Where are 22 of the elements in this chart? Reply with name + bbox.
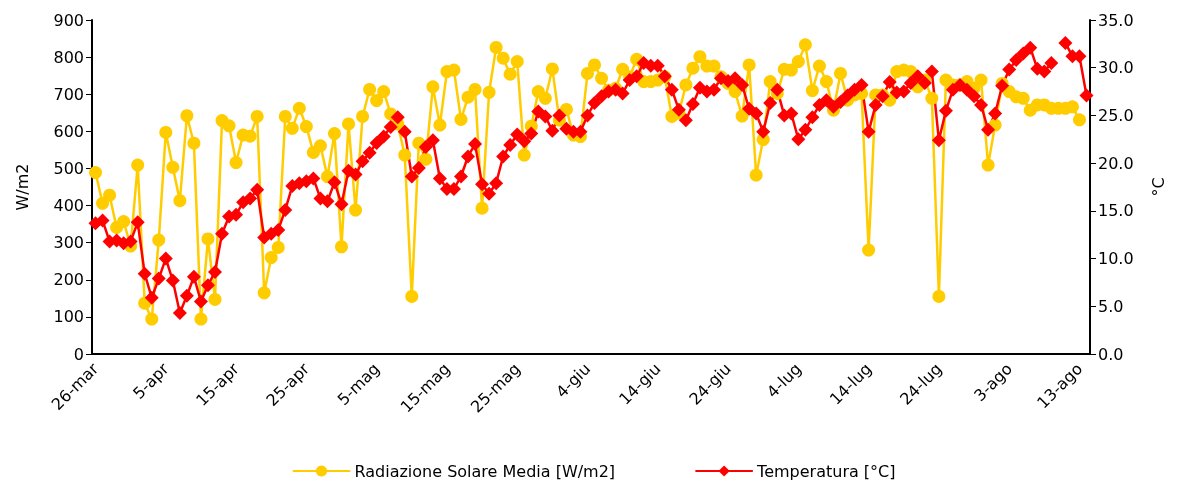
y2-tick-label: 0.0 bbox=[1098, 344, 1124, 364]
legend-label: Temperatura [°C] bbox=[756, 461, 896, 481]
y-tick-label: 300 bbox=[53, 233, 84, 253]
y2-tick-label: 5.0 bbox=[1098, 296, 1124, 316]
y2-tick-label: 25.0 bbox=[1098, 105, 1134, 125]
y2-tick-label: 30.0 bbox=[1098, 58, 1134, 78]
y2-tick-label: 35.0 bbox=[1098, 10, 1134, 30]
y2-axis-title: °C bbox=[1148, 177, 1168, 197]
y-tick-label: 800 bbox=[53, 47, 84, 67]
legend-label: Radiazione Solare Media [W/m2] bbox=[354, 461, 616, 481]
y-tick-label: 200 bbox=[53, 270, 84, 290]
y2-tick-label: 15.0 bbox=[1098, 201, 1134, 221]
y-tick-label: 0 bbox=[73, 344, 84, 364]
y-tick-label: 900 bbox=[53, 10, 84, 30]
y-tick-label: 500 bbox=[53, 158, 84, 178]
y2-tick-label: 20.0 bbox=[1098, 153, 1134, 173]
y2-tick-label: 10.0 bbox=[1098, 249, 1134, 269]
y-axis-title: W/m2 bbox=[12, 163, 32, 211]
y-tick-label: 100 bbox=[53, 307, 84, 327]
y-tick-label: 600 bbox=[53, 121, 84, 141]
y-tick-label: 400 bbox=[53, 196, 84, 216]
y-tick-label: 700 bbox=[53, 84, 84, 104]
